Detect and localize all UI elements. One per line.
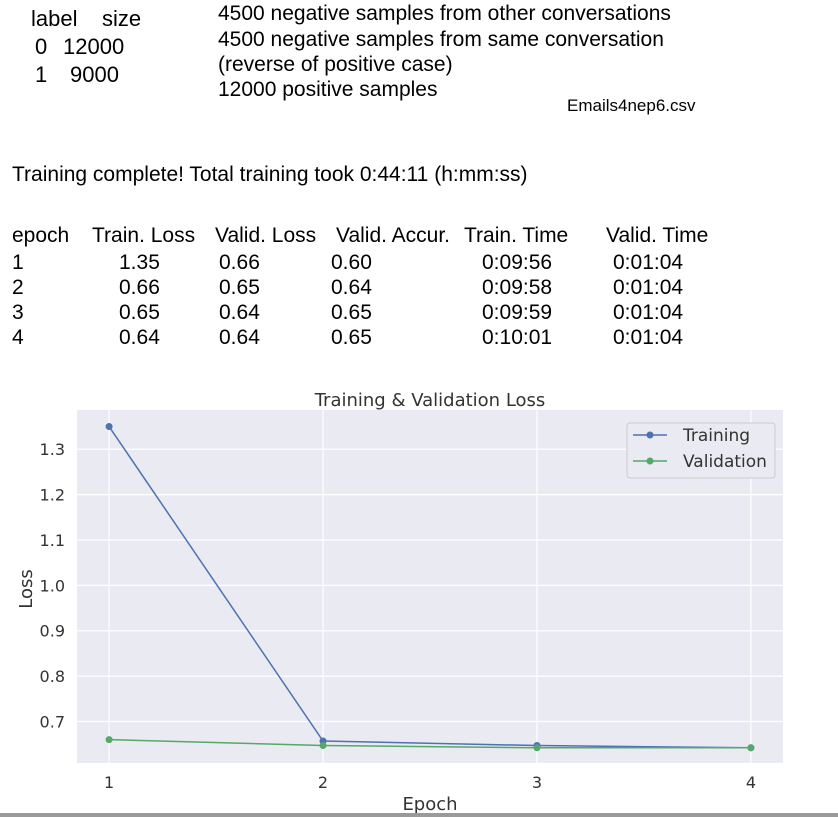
training-complete-message: Training complete! Total training took 0… (12, 163, 528, 186)
x-tick-label: 3 (532, 773, 542, 792)
series-line-validation (109, 738, 751, 749)
series-line-training (108, 426, 751, 749)
y-tick-label: 0.9 (40, 622, 65, 641)
stats-cell: 0.66 (219, 251, 260, 274)
note-line: 12000 positive samples (218, 78, 438, 101)
bottom-divider (0, 813, 838, 817)
size-table-row-label: 1 (35, 62, 48, 87)
y-axis-label: Loss (16, 569, 37, 608)
loss-chart: 1 2 3 4 0.7 0.8 0.9 1.0 1.1 1.2 1.3 Training & Val… (16, 390, 783, 813)
stats-cell: 4 (12, 326, 24, 349)
stats-header-train-time: Train. Time (464, 224, 569, 247)
x-tick-label: 1 (104, 773, 114, 792)
stats-cell: 0.60 (331, 251, 372, 274)
stats-cell: 0.65 (219, 276, 260, 299)
y-tick-label: 1.3 (40, 440, 65, 459)
data-point-training (105, 423, 113, 431)
y-tick-label: 0.8 (40, 667, 65, 686)
data-point-validation (533, 744, 541, 752)
size-table-header-size: size (102, 6, 142, 31)
y-tick-label: 1.1 (40, 531, 65, 550)
legend-marker-training (646, 431, 654, 439)
stats-cell: 0:01:04 (613, 251, 684, 274)
y-tick-label: 1.2 (40, 486, 65, 505)
note-line: 4500 negative samples from same conversa… (218, 28, 664, 51)
stats-cell: 2 (12, 276, 24, 299)
x-axis-label: Epoch (402, 794, 457, 813)
legend: Training Validation (626, 422, 776, 479)
tick-labels: 1 2 3 4 0.7 0.8 0.9 1.0 1.1 1.2 1.3 (40, 440, 756, 792)
stats-cell: 0:01:04 (613, 326, 684, 349)
legend-label-validation: Validation (683, 452, 767, 472)
filename-label: Emails4nep6.csv (567, 96, 696, 115)
x-tick-label: 2 (318, 773, 328, 792)
stats-cell: 0.65 (331, 326, 372, 349)
legend-box (626, 422, 776, 479)
data-point-validation (105, 736, 113, 744)
data-point-validation (747, 744, 755, 752)
y-tick-label: 1.0 (40, 576, 65, 595)
stats-cell: 0.64 (219, 301, 260, 324)
stats-cell: 0.64 (331, 276, 372, 299)
stats-header-valid-time: Valid. Time (606, 224, 709, 247)
note-line: (reverse of positive case) (218, 53, 453, 76)
stats-cell: 0:10:01 (482, 326, 553, 349)
stats-cell: 0:09:56 (482, 251, 553, 274)
stats-cell: 1 (12, 251, 24, 274)
size-table-header-label: label (31, 6, 78, 31)
stats-cell: 0:09:58 (482, 276, 553, 299)
stats-header-epoch: epoch (12, 224, 70, 247)
stats-cell: 0.65 (331, 301, 372, 324)
stats-cell: 3 (12, 301, 24, 324)
stats-header-train-loss: Train. Loss (92, 224, 196, 247)
stats-cell: 0:01:04 (613, 276, 684, 299)
grid-lines (77, 410, 783, 763)
legend-label-training: Training (682, 426, 750, 446)
stats-cell: 1.35 (119, 251, 160, 274)
stats-cell: 0.66 (119, 276, 160, 299)
stats-cell: 0.64 (219, 326, 260, 349)
note-line: 4500 negative samples from other convers… (218, 2, 671, 25)
x-tick-label: 4 (746, 773, 756, 792)
series-layer (105, 423, 755, 752)
size-table-row-size: 12000 (63, 34, 125, 59)
chart-title: Training & Validation Loss (314, 390, 546, 411)
size-table-row-label: 0 (35, 34, 48, 59)
stats-header-valid-loss: Valid. Loss (215, 224, 317, 247)
stats-cell: 0:09:59 (482, 301, 553, 324)
stats-cell: 0.65 (119, 301, 160, 324)
stats-cell: 0.64 (119, 326, 160, 349)
y-tick-label: 0.7 (40, 712, 65, 731)
size-table-row-size: 9000 (70, 62, 119, 87)
stats-cell: 0:01:04 (613, 301, 684, 324)
data-point-validation (319, 742, 327, 750)
stats-header-valid-accur: Valid. Accur. (336, 224, 451, 247)
legend-marker-validation (646, 457, 654, 465)
